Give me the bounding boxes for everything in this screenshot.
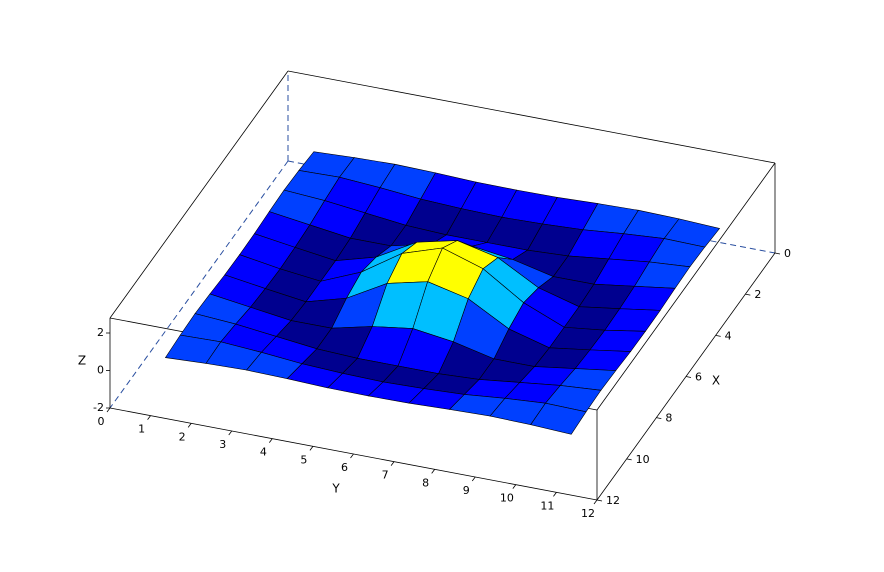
box-edge: [287, 70, 776, 164]
y-tick: [187, 423, 192, 428]
y-tick-label: 7: [382, 469, 389, 482]
y-tick: [512, 484, 517, 489]
x-tick: [685, 376, 692, 378]
box-edge: [109, 160, 289, 409]
surface-patch: [530, 402, 587, 435]
y-tick: [431, 469, 435, 474]
y-axis-label: Y: [331, 482, 340, 496]
x-axis-label: X: [712, 374, 720, 388]
y-tick-label: 5: [300, 453, 307, 466]
x-tick-label: 2: [754, 288, 761, 301]
y-tick: [350, 453, 354, 459]
y-tick-label: 10: [500, 492, 514, 505]
y-tick-label: 8: [422, 476, 429, 489]
x-tick-label: 12: [606, 494, 620, 507]
z-axis-label: Z: [78, 354, 86, 368]
y-tick: [269, 438, 273, 443]
y-tick: [147, 415, 151, 420]
x-tick: [715, 334, 721, 337]
y-tick: [471, 476, 476, 482]
x-tick: [774, 252, 781, 255]
x-tick: [626, 458, 632, 461]
z-tick-label: 2: [97, 326, 104, 339]
y-tick: [106, 407, 111, 413]
y-tick-label: 4: [260, 446, 267, 459]
y-tick: [553, 492, 557, 497]
x-tick-label: 0: [784, 247, 791, 260]
y-tick: [390, 461, 395, 466]
y-tick-label: 0: [98, 415, 105, 428]
x-tick-label: 8: [665, 412, 672, 425]
z-tick-label: -2: [93, 401, 104, 414]
y-tick: [593, 499, 598, 505]
x-tick-label: 10: [636, 453, 650, 466]
y-tick: [309, 446, 314, 451]
y-tick-label: 6: [341, 461, 348, 474]
y-tick-label: 9: [463, 484, 470, 497]
z-tick-label: 0: [97, 364, 104, 377]
y-tick: [228, 430, 233, 436]
box-edge: [596, 162, 776, 411]
x-tick: [745, 293, 751, 296]
y-tick-label: 2: [179, 430, 186, 443]
x-tick-label: 6: [695, 371, 702, 384]
x-tick: [596, 499, 603, 502]
box-edge: [109, 70, 289, 319]
x-tick-label: 4: [725, 329, 732, 342]
y-tick-label: 11: [540, 499, 554, 512]
y-tick-label: 3: [219, 438, 226, 451]
y-tick-label: 12: [581, 507, 595, 520]
x-tick: [656, 417, 662, 420]
y-tick-label: 1: [138, 423, 145, 436]
